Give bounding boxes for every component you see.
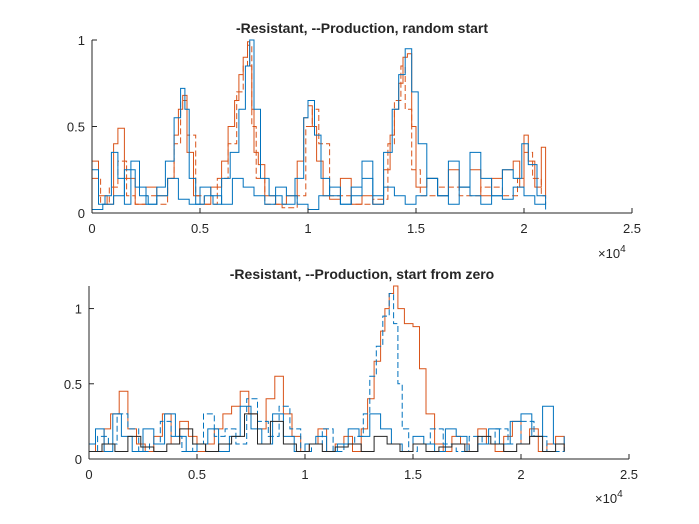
y-tick-label: 0 [78,206,85,221]
x-tick-label: 0 [85,467,92,482]
x-tick-label: 2 [517,467,524,482]
x-tick-label: 1 [301,467,308,482]
series-line-3 [92,39,547,205]
tick-layer: 0 0.5 1 1.5 2 2.5 0 0.5 1 [64,302,638,482]
series-line-4 [89,413,565,452]
subplot-title: -Resistant, --Production, random start [236,20,488,36]
x-axis-multiplier: ×104 [595,489,623,506]
y-tick-label: 1 [75,302,82,317]
x-tick-label: 0.5 [191,221,209,236]
x-tick-label: 2 [520,221,527,236]
x-tick-label: 0.5 [188,467,206,482]
y-tick-label: 0.5 [64,377,82,392]
x-tick-label: 1.5 [407,221,425,236]
subplot-start-from-zero: -Resistant, --Production, start from zer… [64,266,638,506]
tick-layer: 0 0.5 1 1.5 2 2.5 0 0.5 1 [67,33,641,236]
series-line-3 [89,405,565,452]
subplot-title: -Resistant, --Production, start from zer… [230,266,494,282]
series-layer [89,285,565,452]
series-layer [92,39,547,210]
x-tick-label: 2.5 [620,467,638,482]
y-tick-label: 0.5 [67,120,85,135]
x-tick-label: 2.5 [623,221,641,236]
y-tick-label: 1 [78,33,85,48]
x-tick-label: 1 [304,221,311,236]
y-tick-label: 0 [75,452,82,467]
x-axis-multiplier: ×104 [598,244,626,261]
subplot-random-start: -Resistant, --Production, random start 0… [67,20,641,261]
x-tick-label: 0 [88,221,95,236]
x-tick-label: 1.5 [404,467,422,482]
series-line-4 [92,169,547,210]
